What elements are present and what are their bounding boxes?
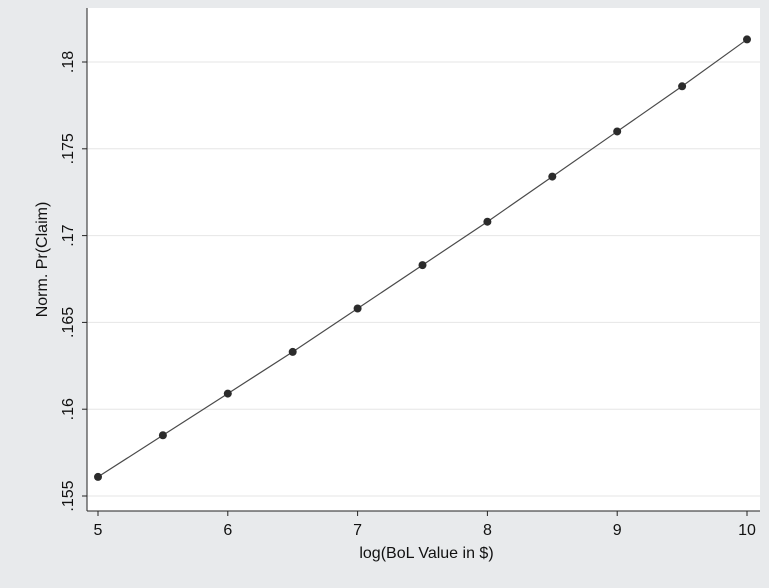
data-point [483, 217, 492, 226]
axes: .155 .16 .165 .17 .175 .18 5 6 7 8 9 10 [60, 8, 760, 539]
x-axis-label: log(BoL Value in $) [359, 545, 493, 562]
data-point [418, 261, 427, 270]
data-point [678, 82, 687, 91]
data-point [288, 347, 297, 356]
y-tick-label: .155 [60, 480, 77, 511]
data-series [94, 35, 751, 481]
data-point [353, 304, 362, 313]
data-point [223, 389, 232, 398]
y-tick-label: .17 [60, 224, 77, 246]
data-point [548, 172, 557, 181]
y-tick-label: .175 [60, 133, 77, 164]
x-tick-label: 6 [223, 522, 232, 539]
x-tick-label: 5 [94, 522, 103, 539]
data-point [743, 35, 751, 44]
plot-area [87, 8, 760, 511]
data-point [613, 127, 622, 136]
x-tick-label: 8 [483, 522, 492, 539]
x-tick-label: 7 [353, 522, 362, 539]
y-tick-label: .165 [60, 307, 77, 338]
x-tick-label: 9 [613, 522, 622, 539]
gridlines [87, 61, 760, 497]
x-tick-label: 10 [738, 522, 756, 539]
y-tick-label: .16 [60, 398, 77, 420]
data-point [94, 472, 102, 481]
y-tick-label: .18 [60, 51, 77, 73]
data-point [158, 431, 167, 440]
y-axis-label: Norm. Pr(Claim) [34, 202, 51, 318]
